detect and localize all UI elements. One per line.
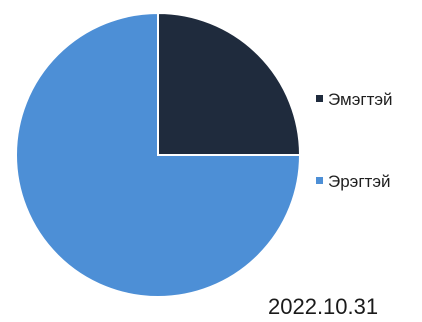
- pie-slices: [15, 11, 302, 298]
- legend-swatch-male: [316, 177, 323, 184]
- legend-swatch-female: [316, 95, 323, 102]
- legend-item-female: Эмэгтэй: [316, 90, 393, 109]
- pie-slice-female: [157, 11, 302, 156]
- legend-label-female: Эмэгтэй: [328, 90, 393, 109]
- legend: Эмэгтэй Эрэгтэй: [316, 90, 393, 191]
- pie-slice-male: [15, 11, 302, 298]
- date-label: 2022.10.31: [268, 294, 378, 319]
- legend-label-male: Эрэгтэй: [328, 172, 391, 191]
- legend-item-male: Эрэгтэй: [316, 172, 391, 191]
